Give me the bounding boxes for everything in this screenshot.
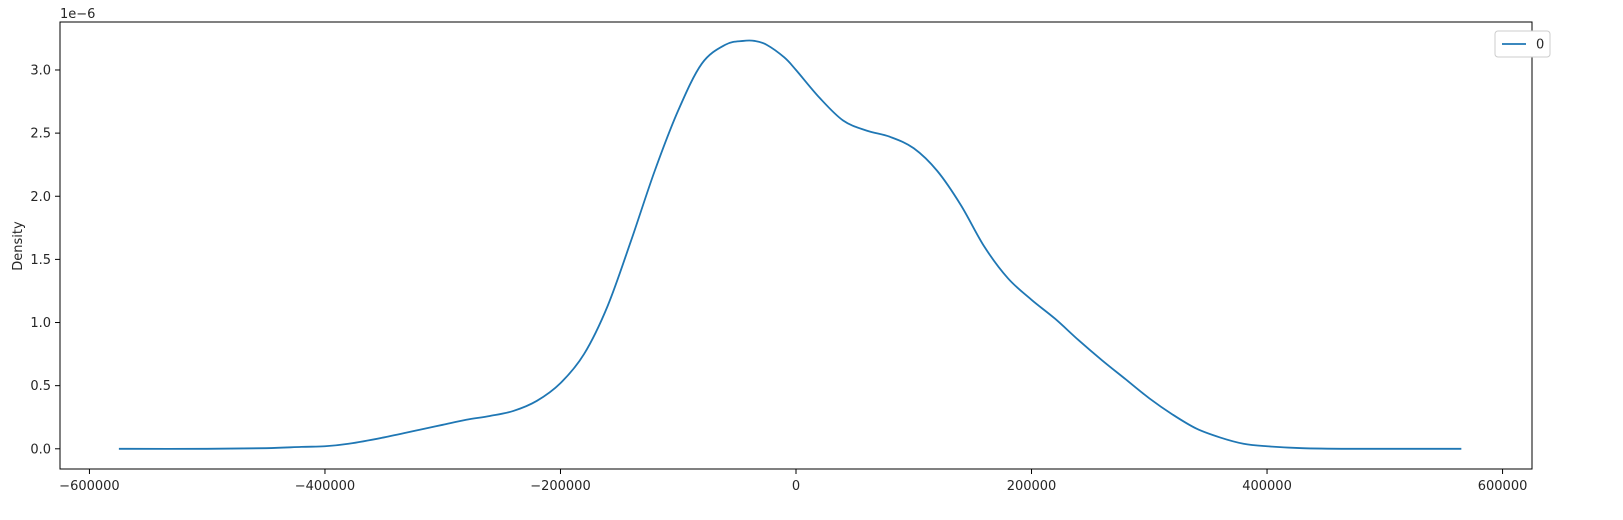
y-tick-label: 3.0 — [30, 63, 51, 78]
x-axis-ticks: −600000 −400000 −200000 0 200000 400000 600000 — [59, 469, 1527, 494]
legend: 0 — [1494, 30, 1551, 58]
legend-label: 0 — [1536, 38, 1544, 53]
series-layer — [118, 39, 1462, 450]
y-tick-label: 2.5 — [30, 127, 51, 142]
x-tick-label: −600000 — [59, 479, 120, 494]
x-tick-label: 200000 — [1007, 479, 1057, 494]
plot-area — [59, 21, 1533, 470]
x-tick-label: −200000 — [530, 479, 591, 494]
x-tick-label: 600000 — [1478, 479, 1528, 494]
x-tick-label: 400000 — [1242, 479, 1292, 494]
y-tick-label: 2.0 — [30, 190, 51, 205]
x-tick-label: 0 — [792, 479, 800, 494]
x-tick-label: −400000 — [295, 479, 356, 494]
y-tick-label: 1.5 — [30, 253, 51, 268]
y-axis-label: Density — [11, 221, 26, 271]
y-scale-label: 1e−6 — [60, 7, 95, 22]
density-line-series-0 — [118, 39, 1462, 450]
y-tick-label: 1.0 — [30, 316, 51, 331]
y-tick-label: 0.0 — [30, 442, 51, 457]
y-tick-label: 0.5 — [30, 379, 51, 394]
y-axis-ticks: 0.0 0.5 1.0 1.5 2.0 2.5 3.0 — [30, 63, 60, 457]
